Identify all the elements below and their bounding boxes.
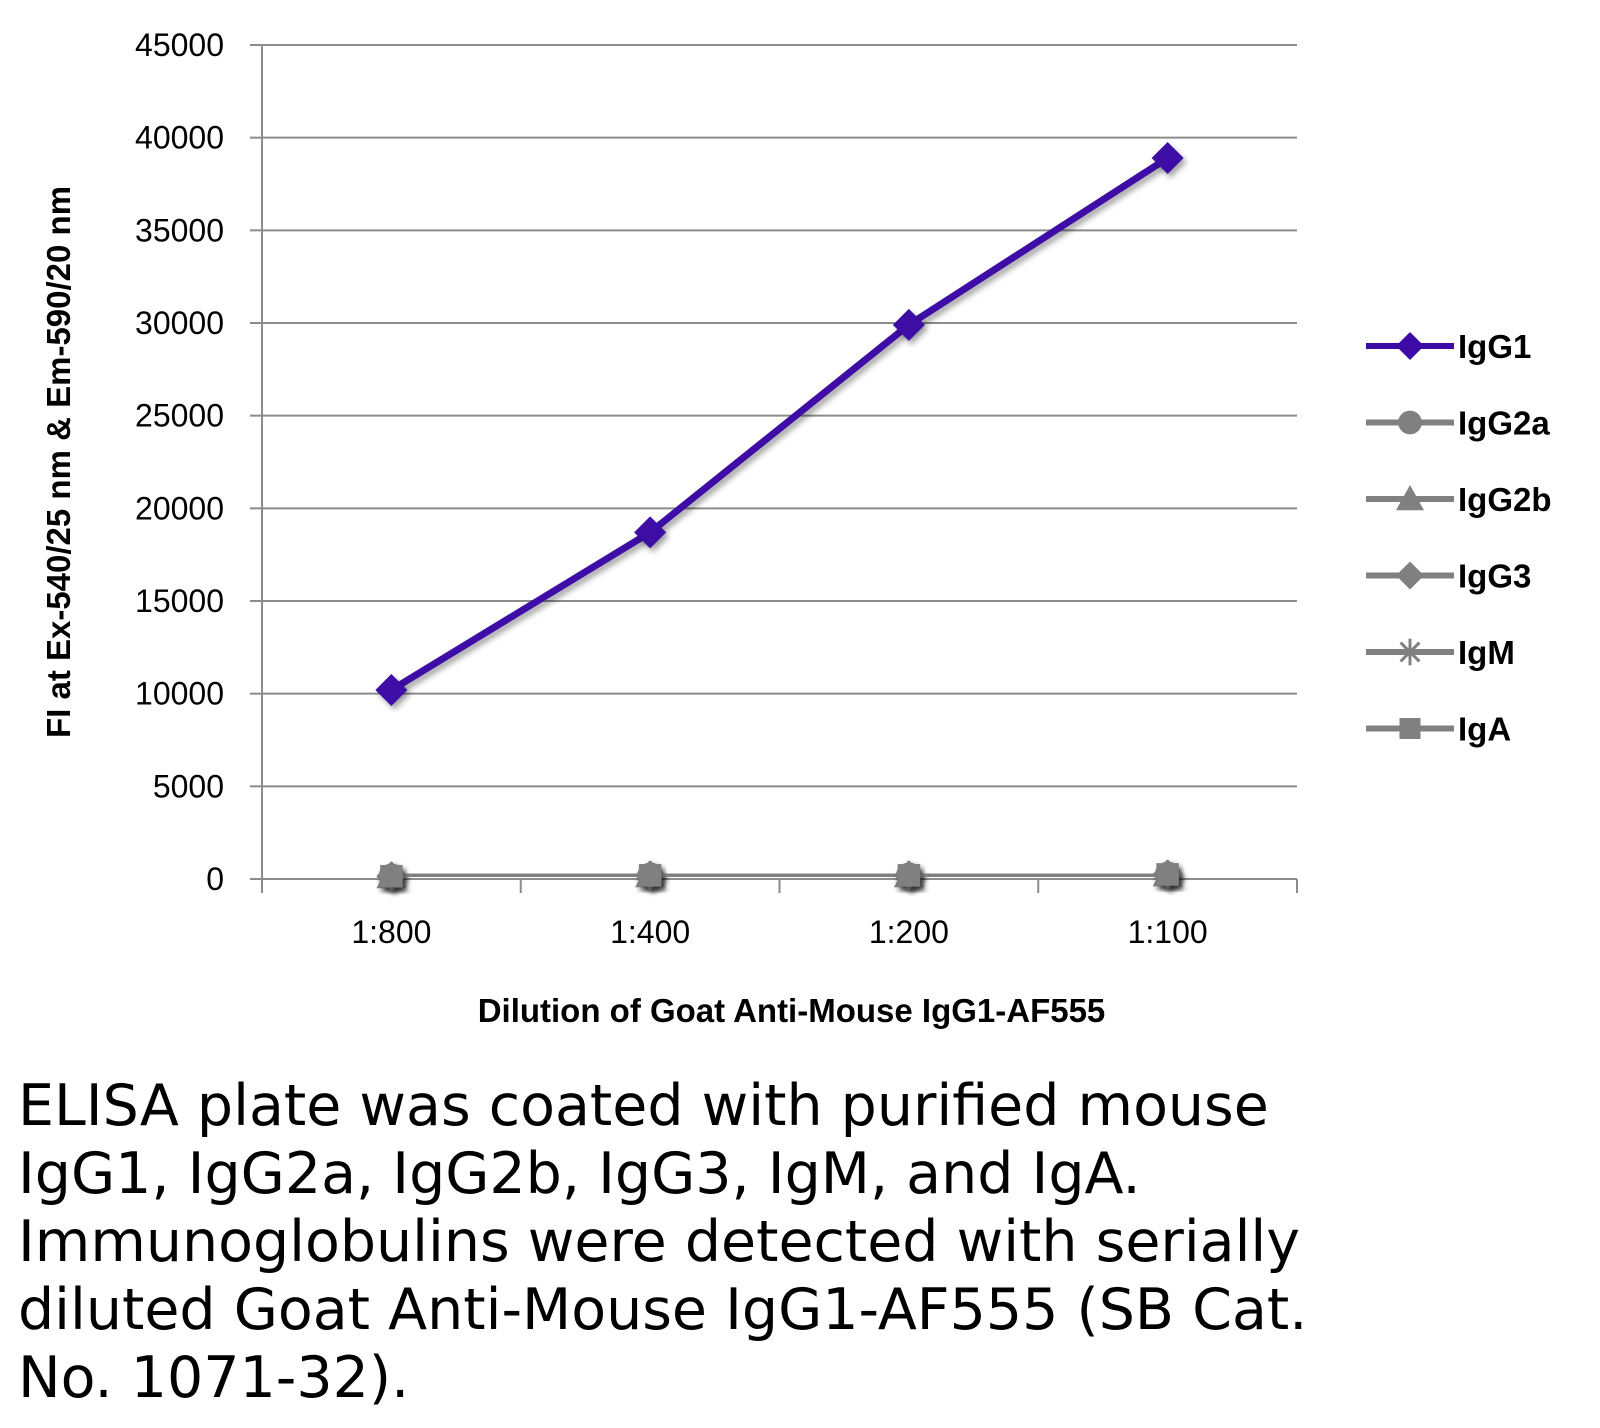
legend-item-IgM: IgM: [1366, 634, 1515, 671]
y-tick-label: 45000: [135, 27, 224, 63]
y-tick-label: 5000: [153, 768, 224, 804]
data-point: [634, 516, 667, 549]
legend: IgG1 IgG2a IgG2b IgG3 IgM IgA: [1366, 328, 1552, 748]
legend-swatch-marker: [1399, 718, 1421, 739]
legend-label: IgA: [1458, 711, 1511, 748]
legend-label: IgG2a: [1458, 405, 1550, 442]
legend-swatch-marker: [1396, 638, 1424, 666]
legend-label: IgG2b: [1458, 481, 1552, 518]
x-tick-label: 1:200: [869, 914, 949, 950]
legend-label: IgM: [1458, 634, 1515, 671]
series-IgA: [380, 863, 1179, 888]
series-line: [389, 155, 1170, 693]
legend-swatch-marker: [1398, 410, 1422, 435]
data-point: [1151, 142, 1184, 175]
series-line: [391, 870, 1168, 880]
marker-stroke: [1399, 641, 1421, 663]
axis-labels: 0 5000 10000 15000 20000 25000 30000 35000 40000…: [40, 27, 1208, 1029]
y-tick-label: 0: [206, 861, 224, 897]
data-point: [892, 308, 925, 341]
y-tick-label: 30000: [135, 305, 224, 341]
x-tick-label: 1:400: [610, 914, 690, 950]
legend-label: IgG3: [1458, 558, 1531, 595]
y-tick-label: 25000: [135, 398, 224, 434]
data-point: [638, 864, 662, 887]
y-tick-label: 15000: [135, 583, 224, 619]
legend-swatch-marker: [1396, 561, 1424, 590]
legend-swatch-marker: [1396, 485, 1424, 511]
legend-item-IgG2b: IgG2b: [1366, 481, 1552, 518]
data-point: [375, 673, 408, 706]
legend-item-IgA: IgA: [1366, 711, 1511, 748]
series-plot-area: [375, 142, 1184, 892]
x-tick-label: 1:100: [1128, 914, 1208, 950]
y-tick-label: 10000: [135, 676, 224, 712]
gridlines: [262, 44, 1297, 788]
legend-swatch-marker: [1396, 332, 1424, 360]
legend-item-IgG1: IgG1: [1366, 328, 1531, 365]
y-tick-label: 40000: [135, 120, 224, 156]
data-point: [897, 864, 921, 887]
legend-item-IgG2a: IgG2a: [1366, 405, 1550, 442]
y-tick-label: 20000: [135, 490, 224, 526]
data-point: [1156, 863, 1179, 886]
figure-caption: ELISA plate was coated with purified mou…: [18, 1073, 1308, 1411]
data-point: [380, 864, 403, 888]
x-tick-label: 1:800: [351, 914, 431, 950]
legend-label: IgG1: [1458, 328, 1531, 365]
legend-item-IgG3: IgG3: [1366, 558, 1531, 595]
x-axis-title: Dilution of Goat Anti-Mouse IgG1-AF555: [478, 992, 1106, 1029]
y-tick-label: 35000: [135, 212, 224, 248]
y-axis-title: FI at Ex-540/25 nm & Em-590/20 nm: [40, 186, 77, 738]
series-IgG1: [375, 142, 1184, 706]
line-chart: 0 5000 10000 15000 20000 25000 30000 35000 40000…: [40, 27, 1552, 1029]
